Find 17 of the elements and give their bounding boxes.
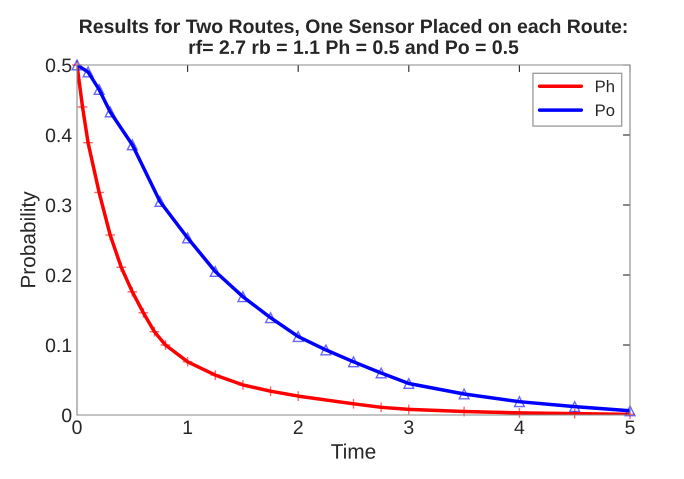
legend-label: Po xyxy=(596,104,614,116)
y-tick-label: 0.3 xyxy=(46,198,72,212)
x-tick-label: 5 xyxy=(625,420,635,434)
y-tick-label: 0.5 xyxy=(46,58,72,72)
y-tick-label: 0 xyxy=(62,408,72,422)
x-tick-label: 0 xyxy=(72,420,82,434)
y-tick-label: 0.2 xyxy=(46,268,72,282)
x-tick-label: 1 xyxy=(184,420,192,434)
chart-title: Results for Two Routes, One Sensor Placed on each Route: rf= 2.7 rb = 1.1 Ph = 0.5 and Po = 0.5 xyxy=(80,18,626,54)
y-tick-label: 0.4 xyxy=(46,128,72,142)
x-tick-label: 2 xyxy=(294,420,303,434)
x-tick-label: 4 xyxy=(514,420,524,434)
y-tick-label: 0.1 xyxy=(46,338,72,352)
y-axis-title: Probability xyxy=(20,191,40,287)
x-tick-label: 3 xyxy=(404,420,414,434)
x-axis-title: Time xyxy=(331,444,376,459)
legend-label: Ph xyxy=(596,80,614,92)
